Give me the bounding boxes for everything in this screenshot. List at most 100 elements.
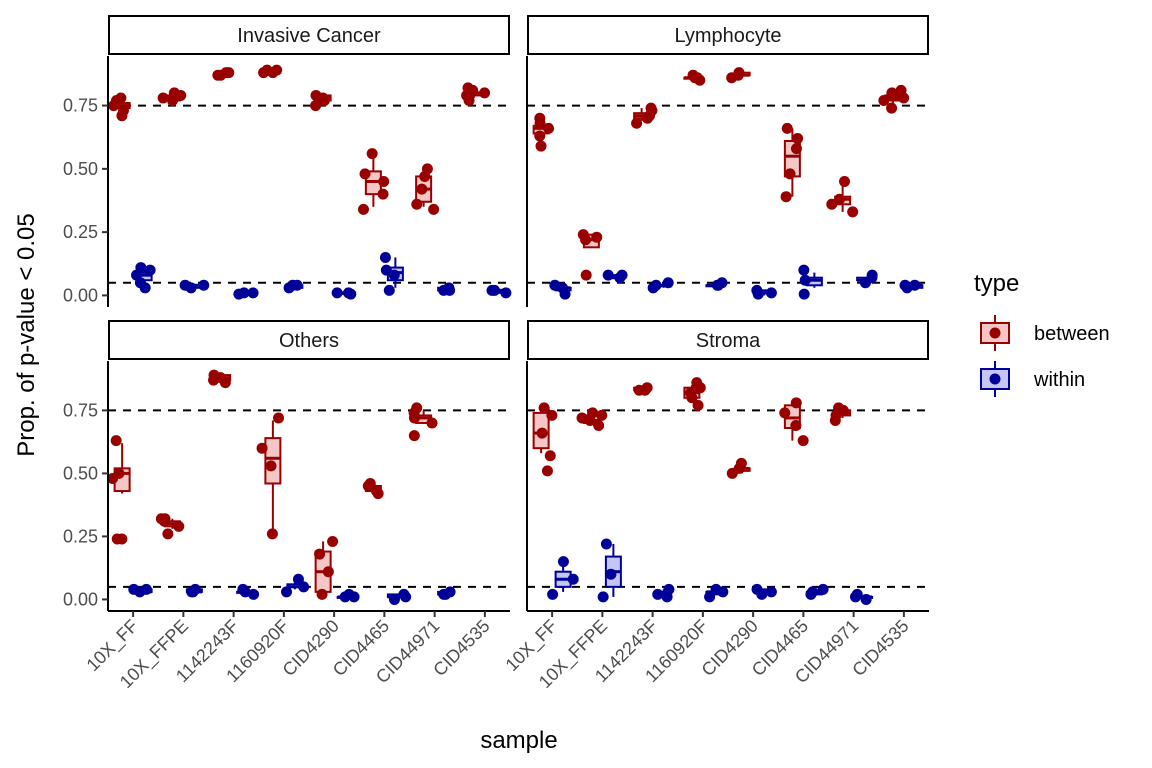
data-point-within <box>597 591 609 603</box>
data-point-within <box>909 279 921 291</box>
data-point-within <box>663 583 675 595</box>
data-point-within <box>444 586 456 598</box>
legend-key-point <box>989 327 1001 339</box>
data-point-within <box>398 588 410 600</box>
data-point-between <box>273 412 285 424</box>
y-tick-label: 0.25 <box>63 526 98 546</box>
data-point-between <box>641 382 653 394</box>
data-point-within <box>179 279 191 291</box>
facet-panel: Others0.000.250.500.7510X_FF10X_FFPE1142… <box>63 320 510 693</box>
data-point-between <box>117 105 129 117</box>
data-point-within <box>602 269 614 281</box>
data-point-within <box>600 538 612 550</box>
data-point-within <box>765 586 777 598</box>
data-point-between <box>370 485 382 497</box>
facet-title: Lymphocyte <box>674 25 781 47</box>
data-point-within <box>380 264 392 276</box>
data-point-between <box>364 477 376 489</box>
data-point-between <box>847 206 859 218</box>
data-point-between <box>266 528 278 540</box>
y-tick-label: 0.00 <box>63 285 98 305</box>
y-axis-title: Prop. of p-value < 0.05 <box>13 213 40 457</box>
data-point-within <box>331 287 343 299</box>
data-point-within <box>128 583 140 595</box>
x-tick-label: CID4535 <box>429 616 493 680</box>
data-point-between <box>155 513 167 525</box>
data-point-within <box>765 287 777 299</box>
data-point-between <box>535 140 547 152</box>
data-point-within <box>287 279 299 291</box>
data-point-between <box>377 188 389 200</box>
data-point-between <box>479 87 491 99</box>
facet-strip <box>527 15 929 55</box>
facet-strip <box>108 15 510 55</box>
data-point-within <box>899 279 911 291</box>
data-point-between <box>534 112 546 124</box>
y-tick-label: 0.75 <box>63 96 98 116</box>
data-point-between <box>426 417 438 429</box>
data-point-within <box>716 277 728 289</box>
y-tick-label: 0.75 <box>63 400 98 420</box>
data-point-between <box>220 67 232 79</box>
data-point-within <box>443 282 455 294</box>
data-point-between <box>168 87 180 99</box>
data-point-between <box>790 420 802 431</box>
data-point-within <box>238 287 250 299</box>
data-point-between <box>543 122 555 134</box>
data-point-within <box>662 277 674 289</box>
data-point-between <box>781 122 793 134</box>
legend-label-within: within <box>1033 369 1085 391</box>
data-point-between <box>631 117 643 129</box>
data-point-between <box>834 193 846 205</box>
data-point-within <box>383 284 395 296</box>
data-point-within <box>237 583 249 595</box>
data-point-within <box>292 573 304 585</box>
legend: type between within <box>974 270 1110 397</box>
data-point-between <box>576 412 588 424</box>
data-point-within <box>198 279 210 291</box>
x-axis-title: sample <box>480 727 557 754</box>
data-point-within <box>500 287 512 299</box>
data-point-between <box>833 402 845 414</box>
data-point-within <box>247 287 259 299</box>
data-point-between <box>780 191 792 203</box>
data-point-between <box>310 89 322 101</box>
data-point-between <box>366 148 378 160</box>
data-point-within <box>379 251 391 263</box>
data-point-between <box>408 430 420 442</box>
data-point-within <box>616 269 628 281</box>
data-point-between <box>116 533 128 545</box>
data-point-between <box>357 203 369 215</box>
data-point-between <box>685 387 697 399</box>
data-point-between <box>162 528 174 540</box>
legend-key-point <box>989 373 1001 385</box>
data-point-between <box>784 168 796 180</box>
facet-strip <box>527 320 929 360</box>
data-point-between <box>265 460 277 472</box>
facet-panel: Stroma10X_FF10X_FFPE1142243F1160920FCID4… <box>502 320 929 693</box>
data-point-between <box>208 369 220 381</box>
y-tick-label: 0.50 <box>63 463 98 483</box>
data-point-between <box>596 409 608 421</box>
data-point-between <box>115 92 127 104</box>
data-point-between <box>895 84 907 96</box>
data-point-between <box>687 69 699 81</box>
data-point-between <box>271 64 283 76</box>
y-tick-label: 0.00 <box>63 589 98 609</box>
data-point-between <box>546 409 558 421</box>
data-point-between <box>411 402 423 414</box>
data-point-between <box>541 465 553 477</box>
data-point-between <box>538 402 550 414</box>
facet-title: Stroma <box>696 330 761 352</box>
data-point-between <box>310 100 322 112</box>
data-point-between <box>421 163 433 175</box>
data-point-within <box>248 588 260 600</box>
legend-label-between: between <box>1034 323 1110 345</box>
data-point-between <box>173 520 185 532</box>
x-tick-label: CID4535 <box>848 616 912 680</box>
data-point-between <box>792 132 804 144</box>
data-point-within <box>860 593 872 605</box>
data-point-within <box>798 288 810 300</box>
data-point-between <box>580 269 592 281</box>
data-point-between <box>261 64 273 76</box>
